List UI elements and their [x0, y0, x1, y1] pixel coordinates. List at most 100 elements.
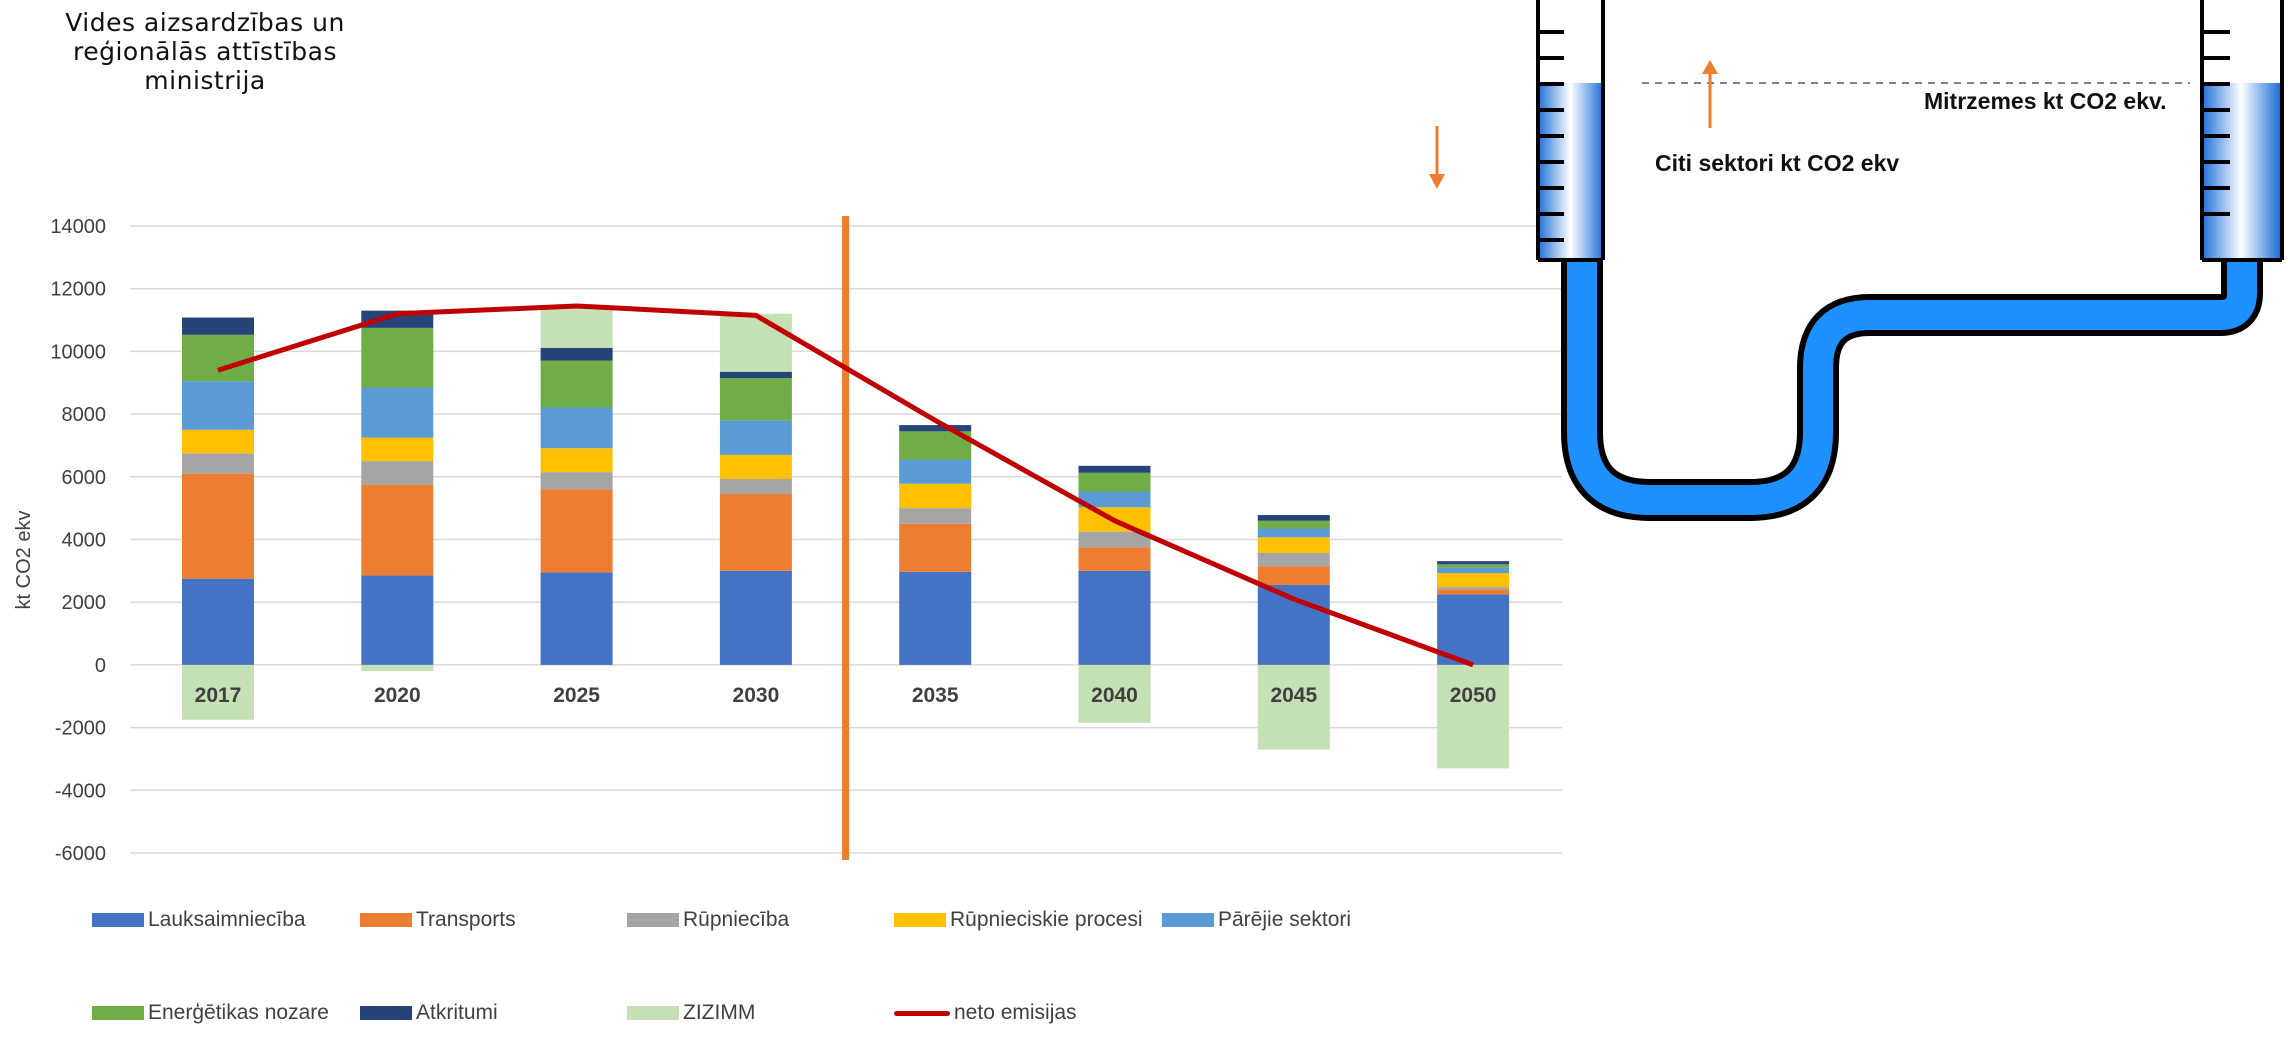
u-tube [1561, 252, 2263, 521]
bar-segment [540, 307, 613, 348]
bar-segment [182, 473, 254, 579]
bar-segment [1257, 520, 1330, 529]
bar-segment [719, 420, 792, 455]
y-axis-ticks: -6000 -4000 -2000 0 2000 4000 6000 8000 10000 120… [50, 216, 106, 865]
left-tube [1536, 0, 1605, 262]
bar-segment [182, 381, 254, 430]
legend-swatch [894, 1010, 950, 1016]
bar-segment [540, 572, 613, 665]
y-axis-title: kt CO2 ekv [13, 511, 35, 610]
bar-segment [1437, 564, 1510, 568]
ministry-title-line: reģionālās attīstības [73, 37, 337, 66]
category-labels: 2017 2020 2025 2030 2035 2040 2045 2050 [195, 684, 1497, 707]
bar-segment [719, 371, 792, 379]
legend-item: Lauksaimniecība [92, 908, 306, 932]
bar-segment [1437, 567, 1510, 574]
bar-segment [540, 472, 613, 490]
bar-segment [1257, 552, 1330, 567]
bar-segment [1257, 528, 1330, 538]
legend-swatch [627, 913, 679, 927]
bar-segment [1437, 573, 1510, 588]
bar-segment [361, 461, 434, 485]
bar-segment [719, 454, 792, 479]
category-label: 2030 [733, 684, 780, 707]
legend-label: Enerģētikas nozare [148, 1001, 329, 1024]
bar-segment [361, 387, 434, 438]
bar-segment [1257, 515, 1330, 521]
net-line [217, 303, 1474, 668]
down-arrow-icon [1429, 126, 1445, 189]
y-tick-label: 12000 [50, 279, 106, 301]
legend-item: ZIZIMM [627, 1001, 755, 1025]
legend-swatch [360, 913, 412, 927]
y-tick-label: 14000 [50, 216, 106, 238]
emissions-chart: -6000 -4000 -2000 0 2000 4000 6000 8000 10000 120… [13, 216, 1562, 865]
bar-segment [719, 494, 792, 571]
bar-segment [1078, 465, 1151, 473]
bar-segment [361, 437, 434, 462]
y-tick-label: -4000 [55, 780, 106, 802]
legend-swatch [894, 913, 946, 927]
right-tube [2200, 0, 2284, 262]
category-label: 2050 [1450, 684, 1497, 707]
legend-label: ZIZIMM [683, 1001, 756, 1024]
y-tick-label: 8000 [62, 404, 107, 426]
legend-item: Enerģētikas nozare [92, 1001, 329, 1025]
y-tick-label: -2000 [55, 718, 106, 740]
bar-segment [361, 664, 434, 672]
bar-segment [1437, 664, 1510, 769]
bar-segment [1078, 547, 1151, 571]
bar-segment [719, 378, 792, 421]
left-tube-label: Citi sektori kt CO2 ekv [1655, 150, 1900, 176]
bar-segment [899, 508, 972, 524]
bar-segment [1437, 589, 1510, 595]
legend-label: Rūpnieciskie procesi [950, 908, 1143, 931]
bar-segment [540, 360, 613, 408]
legend-item: Atkritumi [360, 1001, 498, 1025]
bar-segment [899, 483, 972, 509]
bar-segment [1078, 491, 1151, 508]
legend-label: Atkritumi [416, 1001, 498, 1024]
legend-item: Rūpnieciskie procesi [894, 908, 1143, 932]
legend-item: Rūpniecība [627, 908, 789, 932]
category-label: 2025 [553, 684, 600, 707]
bar-segment [899, 425, 972, 432]
right-tube-label: Mitrzemes kt CO2 ekv. [1924, 88, 2167, 114]
legend-label: Lauksaimniecība [148, 908, 306, 931]
category-label: 2040 [1091, 684, 1138, 707]
y-tick-label: 10000 [50, 341, 106, 363]
bar-segment [1257, 537, 1330, 553]
bar-segment [1437, 587, 1510, 590]
y-tick-label: 2000 [62, 592, 107, 614]
legend-swatch [1162, 913, 1214, 927]
legend-item: Pārējie sektori [1162, 908, 1351, 932]
bar-segment [719, 570, 792, 665]
bar-segment [182, 334, 254, 382]
bar-segment [361, 575, 434, 665]
y-axis-label: kt CO2 ekv [13, 511, 35, 610]
bar-segment [1437, 594, 1510, 665]
legend-label: Pārējie sektori [1218, 908, 1352, 931]
manometer-illustration [1536, 0, 2284, 521]
legend-label: neto emisijas [954, 1001, 1077, 1024]
bar-segment [182, 578, 254, 665]
bar-segment [1437, 561, 1510, 565]
bar-segment [1078, 664, 1151, 723]
bar-segment [899, 571, 972, 665]
up-arrow-icon [1702, 60, 1718, 128]
bar-segment [540, 489, 613, 573]
y-tick-label: 6000 [62, 467, 107, 489]
category-label: 2017 [195, 684, 242, 707]
bar-segment [540, 448, 613, 473]
bar-segment [1078, 531, 1151, 548]
bar-segment [540, 347, 613, 361]
bar-segment [719, 478, 792, 495]
bar-segment [182, 317, 254, 335]
bar-segment [1078, 570, 1151, 665]
bar-segment [361, 484, 434, 576]
legend-item: neto emisijas [894, 1001, 1077, 1025]
category-label: 2035 [912, 684, 959, 707]
bar-segment [1257, 664, 1330, 750]
bar-segment [1257, 566, 1330, 585]
bar-segment [1078, 472, 1151, 492]
